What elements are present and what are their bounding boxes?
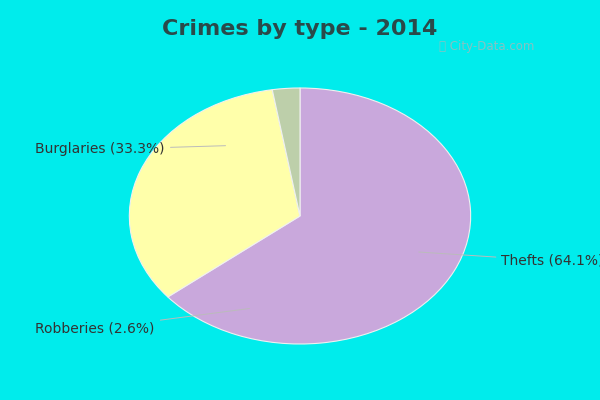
Text: Robberies (2.6%): Robberies (2.6%) xyxy=(35,308,250,336)
Wedge shape xyxy=(130,90,300,297)
Text: Burglaries (33.3%): Burglaries (33.3%) xyxy=(35,142,226,156)
Text: Crimes by type - 2014: Crimes by type - 2014 xyxy=(163,18,437,39)
Wedge shape xyxy=(168,88,470,344)
Wedge shape xyxy=(272,88,300,216)
Text: ⓘ City-Data.com: ⓘ City-Data.com xyxy=(439,40,535,53)
Text: Thefts (64.1%): Thefts (64.1%) xyxy=(419,252,600,268)
